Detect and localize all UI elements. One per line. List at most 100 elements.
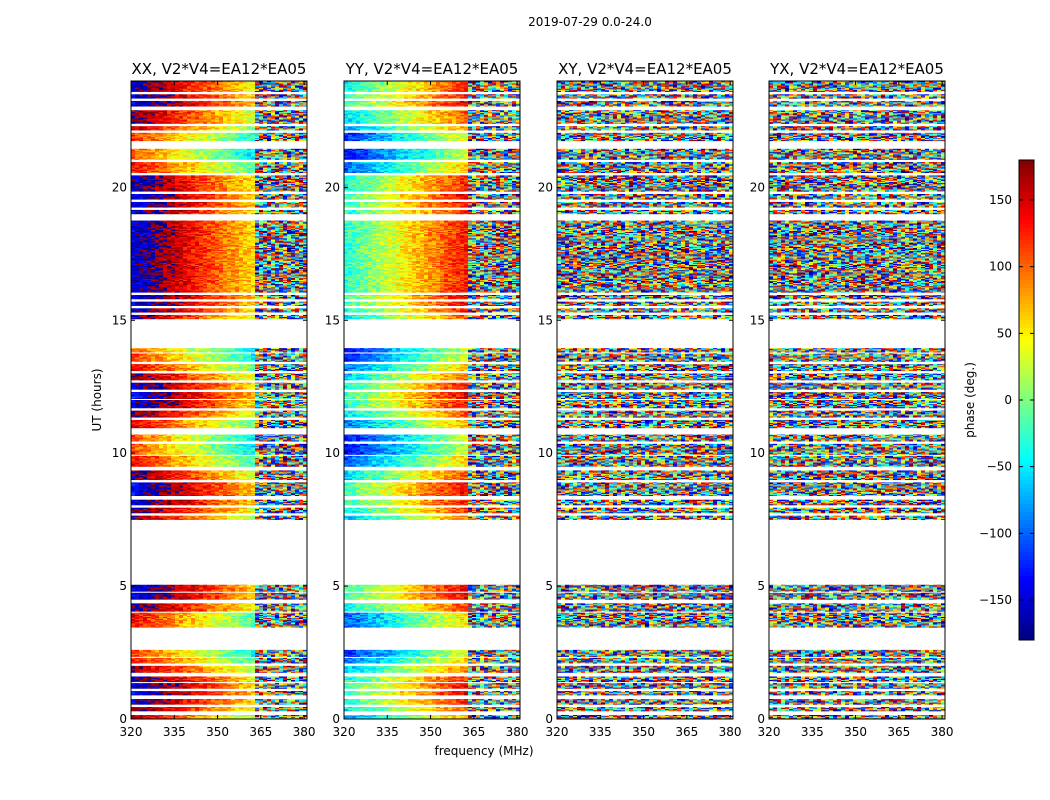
phase-cell [299, 699, 303, 700]
phase-cell [151, 699, 155, 700]
phase-cell [247, 715, 251, 716]
phase-cell [223, 715, 227, 716]
phase-cell [163, 707, 167, 708]
phase-cell [183, 699, 187, 700]
phase-cell [211, 715, 215, 716]
phase-cell [207, 707, 211, 708]
phase-cell [159, 707, 163, 708]
phase-cell [155, 715, 159, 716]
phase-cell [135, 715, 139, 716]
phase-cell [251, 699, 255, 700]
phase-cell [199, 707, 203, 708]
phase-cell [283, 699, 287, 700]
phase-cell [243, 707, 247, 708]
phase-cell [171, 707, 175, 708]
phase-cell [263, 715, 267, 716]
phase-cell [291, 707, 295, 708]
phase-cell [215, 699, 219, 700]
phase-cell [159, 715, 163, 716]
phase-cell [147, 699, 151, 700]
phase-cell [255, 699, 259, 700]
phase-cell [271, 707, 275, 708]
phase-cell [251, 707, 255, 708]
phase-cell [295, 707, 299, 708]
phase-cell [263, 699, 267, 700]
phase-cell [211, 707, 215, 708]
phase-cell [143, 707, 147, 708]
phase-cell [295, 715, 299, 716]
figure: 2019-07-29 0.0-24.0 XX, V2*V4=EA12*EA053… [0, 0, 1050, 800]
panels: XX, V2*V4=EA12*EA05320 335 350 365 380051015… [112, 60, 954, 739]
phase-cell [243, 699, 247, 700]
phase-cell [131, 699, 135, 700]
phase-cell [171, 699, 175, 700]
phase-cell [207, 715, 211, 716]
phase-cell [235, 707, 239, 708]
phase-cell [151, 707, 155, 708]
phase-cell [231, 715, 235, 716]
phase-cell [227, 699, 231, 700]
phase-cell [179, 707, 183, 708]
phase-cell [283, 707, 287, 708]
phase-cell [279, 715, 283, 716]
phase-cell [227, 707, 231, 708]
phase-cell [251, 715, 255, 716]
phase-cell [143, 715, 147, 716]
phase-cell [287, 707, 291, 708]
phase-cell [299, 707, 303, 708]
figure-title: 2019-07-29 0.0-24.0 [528, 15, 652, 29]
phase-cell [223, 699, 227, 700]
phase-image [131, 81, 307, 719]
phase-cell [179, 715, 183, 716]
phase-cell [131, 715, 135, 716]
phase-cell [283, 715, 287, 716]
phase-cell [235, 699, 239, 700]
phase-cell [247, 707, 251, 708]
phase-cell [183, 707, 187, 708]
phase-cell [131, 707, 135, 708]
phase-cell [267, 699, 271, 700]
phase-cell [291, 699, 295, 700]
phase-cell [139, 715, 143, 716]
phase-cell [187, 715, 191, 716]
phase-cell [255, 707, 259, 708]
phase-cell [135, 699, 139, 700]
panel-1: XX, V2*V4=EA12*EA05320 335 350 365 380051015… [112, 60, 316, 739]
phase-cell [139, 699, 143, 700]
phase-cell [139, 707, 143, 708]
phase-cell [223, 707, 227, 708]
phase-cell [291, 715, 295, 716]
phase-cell [191, 707, 195, 708]
phase-cell [191, 715, 195, 716]
phase-cell [195, 707, 199, 708]
phase-cell [151, 715, 155, 716]
phase-cell [203, 715, 207, 716]
phase-cell [227, 715, 231, 716]
phase-cell [167, 715, 171, 716]
phase-cell [155, 707, 159, 708]
phase-cell [231, 707, 235, 708]
phase-cell [299, 715, 303, 716]
phase-cell [219, 707, 223, 708]
phase-cell [267, 715, 271, 716]
phase-cell [179, 699, 183, 700]
phase-cell [195, 715, 199, 716]
phase-cell [159, 699, 163, 700]
phase-cell [175, 699, 179, 700]
phase-cell [275, 699, 279, 700]
phase-cell [271, 715, 275, 716]
phase-cell [247, 699, 251, 700]
phase-cell [211, 699, 215, 700]
phase-cell [243, 715, 247, 716]
phase-cell [239, 707, 243, 708]
phase-cell [235, 715, 239, 716]
phase-cell [199, 715, 203, 716]
phase-cell [203, 707, 207, 708]
phase-cell [187, 699, 191, 700]
phase-cell [231, 699, 235, 700]
phase-cell [295, 699, 299, 700]
phase-cell [147, 707, 151, 708]
phase-cell [239, 699, 243, 700]
phase-cell [219, 715, 223, 716]
phase-cell [143, 699, 147, 700]
